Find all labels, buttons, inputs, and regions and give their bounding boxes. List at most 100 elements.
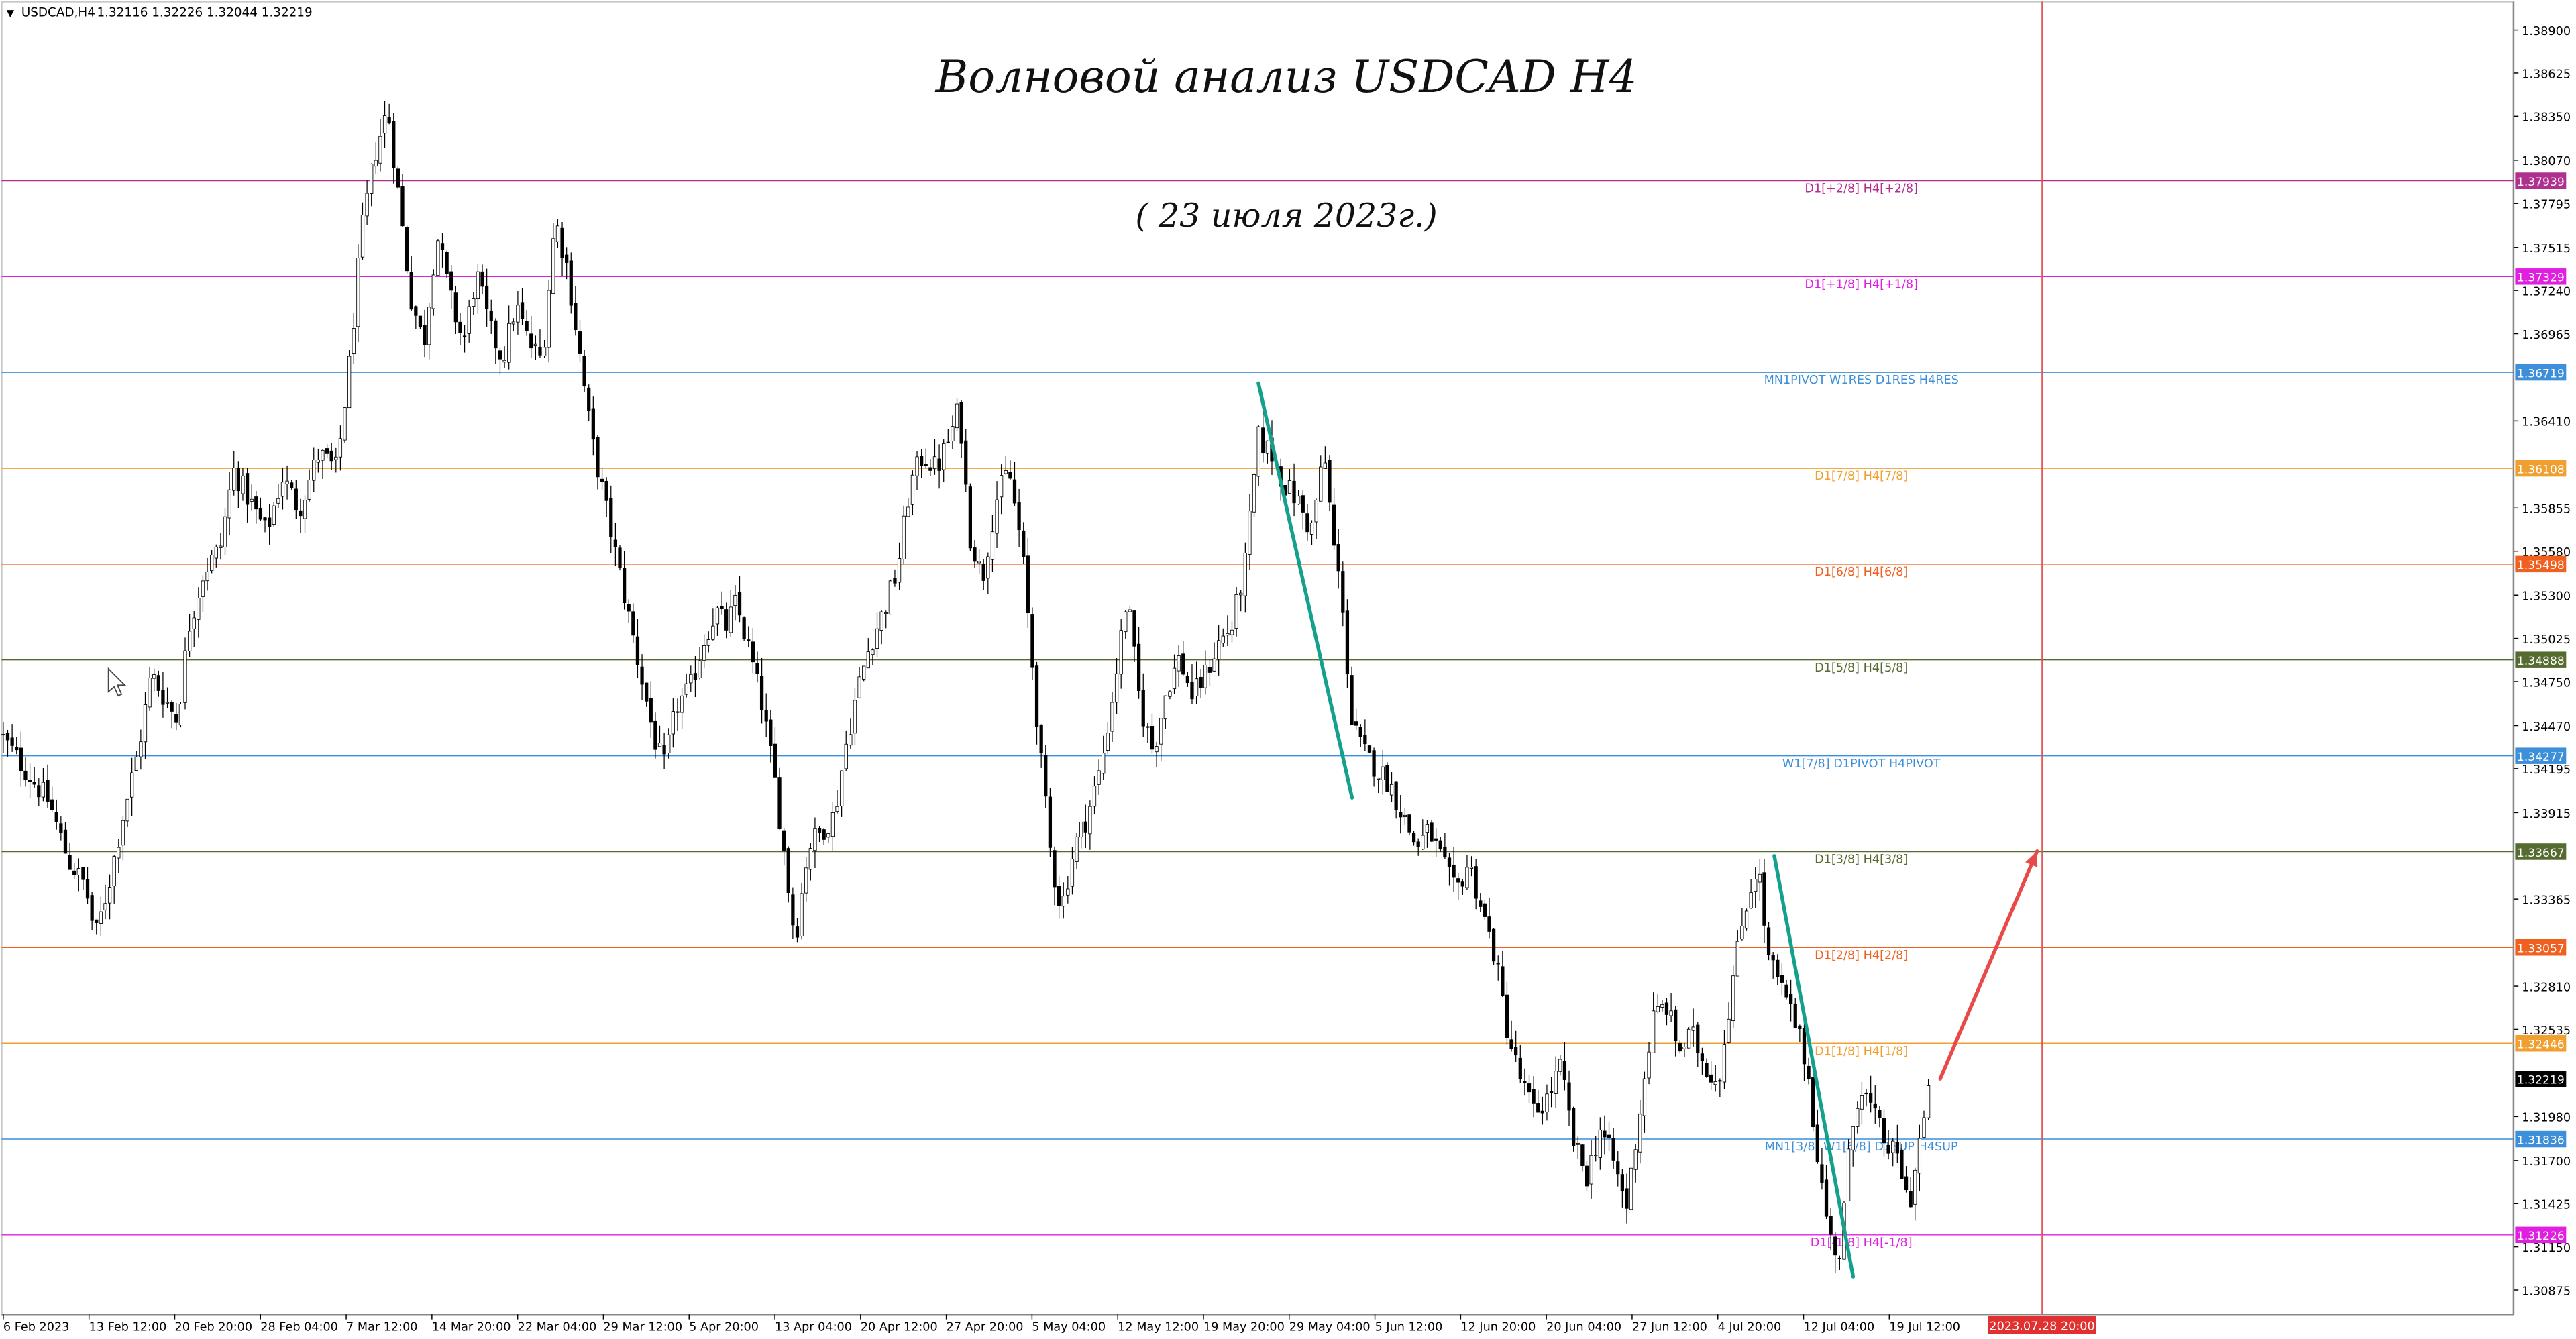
level-label: D1[7/8] H4[7/8] <box>1815 470 1908 483</box>
candle-body <box>76 868 80 876</box>
candle-body <box>1000 475 1004 498</box>
candle-body <box>1199 676 1203 688</box>
candle-body <box>844 743 848 769</box>
candle-body <box>879 611 883 631</box>
price-tick-label: 1.38900 <box>2522 25 2571 38</box>
candle-body <box>285 480 289 485</box>
candle-body <box>125 798 129 822</box>
candle-body <box>1070 858 1075 887</box>
candle-body <box>1780 975 1784 983</box>
candle-body <box>494 320 498 349</box>
candle-body <box>813 828 817 851</box>
level-tag-value: 1.37939 <box>2517 176 2565 189</box>
time-tick-label: 5 Jun 12:00 <box>1375 1321 1443 1334</box>
candle-body <box>759 676 764 710</box>
wave-line <box>1256 381 1354 800</box>
candle-body <box>1731 975 1735 1021</box>
chart-area[interactable] <box>1 1 2515 1316</box>
candle-body <box>174 714 178 723</box>
price-axis[interactable]: 1.38900 1.38625 1.38350 1.38070 1.37795 1.375… <box>2513 25 2571 1298</box>
candle-body <box>1758 873 1762 883</box>
candle-body <box>924 464 928 466</box>
candle-body <box>37 785 41 798</box>
candle-body <box>1660 1004 1664 1008</box>
candle-body <box>1119 630 1123 675</box>
candle-body <box>258 508 263 520</box>
candle-body <box>777 777 782 829</box>
candle-body <box>1261 427 1265 453</box>
time-tick-label: 5 May 04:00 <box>1032 1321 1106 1334</box>
candle-body <box>782 830 786 851</box>
candle-body <box>1407 814 1411 833</box>
candle-body <box>1678 1042 1682 1052</box>
candle-body <box>1585 1165 1589 1187</box>
current-price-value: 1.32219 <box>2517 1074 2565 1087</box>
candle-body <box>764 710 768 722</box>
level-tag-bg <box>2515 747 2567 764</box>
candle-body <box>755 663 759 674</box>
candle-body <box>1518 1057 1522 1079</box>
candle-body <box>826 833 830 838</box>
candle-body <box>409 272 413 310</box>
candle-body <box>458 321 462 333</box>
candle-body <box>1039 725 1043 753</box>
candle-body <box>19 747 23 771</box>
candle-body <box>1181 653 1185 675</box>
candle-body <box>946 441 950 443</box>
candle-body <box>1922 1117 1926 1138</box>
candle-body <box>609 498 613 537</box>
candle-body <box>729 606 733 633</box>
candle-body <box>1150 726 1155 750</box>
candle-body <box>613 539 618 547</box>
level-label: D1[2/8] H4[2/8] <box>1815 949 1908 962</box>
candle-body <box>1491 928 1496 962</box>
candle-body <box>835 806 839 812</box>
candle-body <box>1483 903 1487 917</box>
level-tag-value: 1.34277 <box>2517 751 2565 764</box>
candle-body <box>489 310 493 321</box>
candle-body <box>1656 1006 1660 1012</box>
future-time-tag: 2023.07.28 20:00 <box>1988 1316 2096 1334</box>
time-tick-label: 29 Mar 12:00 <box>603 1321 682 1334</box>
price-tick-label: 1.37795 <box>2522 199 2571 212</box>
candle-body <box>1514 1047 1518 1056</box>
candle-body <box>1212 658 1216 672</box>
level-tag-bg <box>2515 172 2567 189</box>
candle-body <box>427 307 431 345</box>
candle-body <box>932 456 937 470</box>
candle-body <box>737 592 742 616</box>
candle-body <box>1762 872 1766 926</box>
candle-body <box>156 675 160 691</box>
candle-body <box>15 747 19 751</box>
candle-body <box>981 564 985 581</box>
candle-body <box>591 408 595 440</box>
candle-body <box>1092 786 1097 807</box>
time-axis[interactable]: 6 Feb 2023 13 Feb 12:00 20 Feb 20:00 28 Feb… <box>3 1314 1960 1334</box>
candle-body <box>103 903 107 910</box>
time-tick-label: 12 Jul 04:00 <box>1804 1321 1875 1334</box>
candle-body <box>1305 513 1309 533</box>
candle-body <box>1243 553 1247 596</box>
candle-body <box>54 812 58 822</box>
level-tag-bg <box>2515 651 2567 668</box>
candle-body <box>618 547 622 568</box>
candle-body <box>1309 522 1314 535</box>
candle-body <box>1155 746 1159 753</box>
candle-body <box>839 770 844 806</box>
candle-body <box>684 683 688 695</box>
candle-body <box>964 440 968 485</box>
candle-body <box>272 505 276 525</box>
candle-body <box>170 702 174 712</box>
candle-body <box>1647 1051 1651 1079</box>
candle-body <box>1350 675 1354 725</box>
candle-body <box>1700 1053 1705 1061</box>
candle-body <box>245 473 250 505</box>
candle-body <box>1886 1144 1890 1154</box>
candle-body <box>112 856 116 887</box>
level-label: D1[6/8] H4[6/8] <box>1815 566 1908 579</box>
forecast-arrow-head-icon <box>2025 851 2038 867</box>
candle-body <box>467 306 471 334</box>
header-dropdown-icon[interactable]: ▼ <box>7 7 15 19</box>
price-tick-label: 1.37240 <box>2522 285 2571 299</box>
